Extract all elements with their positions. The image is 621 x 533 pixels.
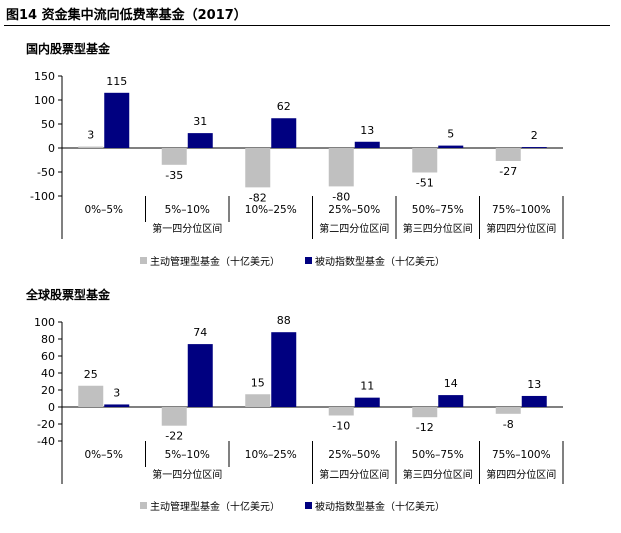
passive-fund-bar bbox=[438, 395, 464, 407]
y-tick-label: 50 bbox=[41, 118, 55, 131]
data-label: 74 bbox=[193, 326, 207, 339]
category-label: 10%–25% bbox=[245, 204, 297, 216]
y-tick-label: 150 bbox=[34, 70, 55, 83]
data-label: -12 bbox=[416, 421, 434, 434]
y-tick-label: -40 bbox=[37, 435, 55, 448]
y-tick-label: 0 bbox=[48, 142, 55, 155]
category-label: 75%–100% bbox=[492, 204, 551, 216]
y-tick-label: 100 bbox=[34, 316, 55, 329]
legend-label: 被动指数型基金（十亿美元） bbox=[315, 255, 445, 268]
active-fund-bar bbox=[328, 407, 354, 416]
y-tick-label: 40 bbox=[41, 367, 55, 380]
chart-title: 全球股票型基金 bbox=[25, 287, 111, 302]
quartile-group-label: 第三四分位区间 bbox=[403, 222, 473, 235]
data-label: 2 bbox=[531, 129, 538, 142]
data-label: -22 bbox=[165, 430, 183, 443]
passive-fund-bar bbox=[187, 133, 213, 148]
legend-label: 被动指数型基金（十亿美元） bbox=[315, 500, 445, 513]
category-label: 0%–5% bbox=[84, 204, 123, 216]
category-label: 50%–75% bbox=[412, 204, 464, 216]
passive-fund-bar bbox=[354, 141, 380, 148]
data-label: 15 bbox=[251, 376, 265, 389]
passive-fund-bar bbox=[187, 344, 213, 407]
passive-fund-bar bbox=[354, 397, 380, 407]
category-label: 25%–50% bbox=[328, 204, 380, 216]
legend-swatch-active bbox=[140, 502, 147, 509]
active-fund-bar bbox=[161, 148, 187, 165]
active-fund-bar bbox=[412, 148, 438, 173]
y-tick-label: 0 bbox=[48, 401, 55, 414]
passive-fund-bar bbox=[104, 404, 130, 407]
y-tick-label: -50 bbox=[37, 166, 55, 179]
data-label: 3 bbox=[113, 386, 120, 399]
data-label: -27 bbox=[499, 165, 517, 178]
active-fund-bar bbox=[495, 407, 521, 414]
active-fund-bar bbox=[78, 146, 104, 148]
data-label: 11 bbox=[360, 380, 374, 393]
chart-title: 国内股票型基金 bbox=[26, 41, 111, 56]
passive-fund-bar bbox=[438, 145, 464, 148]
legend-swatch-passive bbox=[305, 502, 312, 509]
active-fund-bar bbox=[495, 148, 521, 161]
quartile-group-label: 第一四分位区间 bbox=[152, 222, 222, 235]
data-label: 5 bbox=[447, 128, 454, 141]
y-tick-label: -100 bbox=[30, 190, 55, 203]
data-label: 31 bbox=[193, 115, 207, 128]
data-label: -10 bbox=[332, 420, 350, 433]
active-fund-bar bbox=[328, 148, 354, 187]
category-label: 5%–10% bbox=[165, 449, 210, 461]
category-label: 25%–50% bbox=[328, 449, 380, 461]
quartile-group-label: 第四四分位区间 bbox=[486, 468, 556, 481]
data-label: -80 bbox=[332, 190, 350, 203]
category-label: 75%–100% bbox=[492, 449, 551, 461]
category-label: 10%–25% bbox=[245, 449, 297, 461]
y-tick-label: 20 bbox=[41, 384, 55, 397]
quartile-group-label: 第二四分位区间 bbox=[319, 468, 389, 481]
active-fund-bar bbox=[412, 407, 438, 418]
data-label: 88 bbox=[277, 314, 291, 327]
data-label: -82 bbox=[249, 191, 267, 204]
figure-title: 图14 资金集中流向低费率基金（2017） bbox=[6, 8, 247, 23]
quartile-group-label: 第四四分位区间 bbox=[486, 222, 556, 235]
legend-swatch-active bbox=[140, 257, 147, 264]
y-tick-label: 60 bbox=[41, 350, 55, 363]
data-label: 13 bbox=[527, 378, 541, 391]
passive-fund-bar bbox=[521, 395, 547, 407]
category-label: 50%–75% bbox=[412, 449, 464, 461]
y-tick-label: 80 bbox=[41, 333, 55, 346]
passive-fund-bar bbox=[271, 332, 297, 407]
passive-fund-bar bbox=[521, 147, 547, 148]
data-label: -51 bbox=[416, 176, 434, 189]
quartile-group-label: 第一四分位区间 bbox=[152, 468, 222, 481]
data-label: -8 bbox=[503, 418, 514, 431]
legend-label: 主动管理型基金（十亿美元） bbox=[150, 500, 280, 513]
data-label: -35 bbox=[165, 169, 183, 182]
quartile-group-label: 第三四分位区间 bbox=[403, 468, 473, 481]
active-fund-bar bbox=[78, 385, 104, 407]
active-fund-bar bbox=[245, 394, 271, 407]
data-label: 115 bbox=[106, 75, 127, 88]
data-label: 3 bbox=[87, 129, 94, 142]
y-tick-label: -20 bbox=[37, 418, 55, 431]
data-label: 25 bbox=[84, 368, 98, 381]
data-label: 14 bbox=[444, 377, 458, 390]
y-tick-label: 100 bbox=[34, 94, 55, 107]
active-fund-bar bbox=[245, 148, 271, 188]
title-rule bbox=[4, 25, 610, 26]
legend-swatch-passive bbox=[305, 257, 312, 264]
data-label: 62 bbox=[277, 100, 291, 113]
quartile-group-label: 第二四分位区间 bbox=[319, 222, 389, 235]
passive-fund-bar bbox=[104, 92, 130, 148]
passive-fund-bar bbox=[271, 118, 297, 148]
category-label: 5%–10% bbox=[165, 204, 210, 216]
data-label: 13 bbox=[360, 124, 374, 137]
legend-label: 主动管理型基金（十亿美元） bbox=[150, 255, 280, 268]
category-label: 0%–5% bbox=[84, 449, 123, 461]
active-fund-bar bbox=[161, 407, 187, 426]
